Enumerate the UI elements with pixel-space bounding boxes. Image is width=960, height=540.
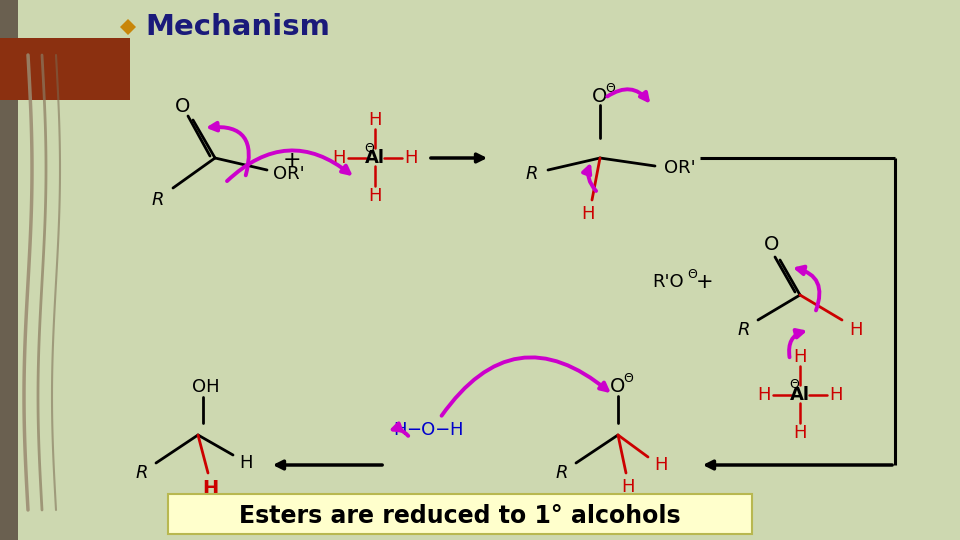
- Text: Mechanism: Mechanism: [145, 13, 330, 41]
- Text: O: O: [611, 377, 626, 396]
- Text: Esters are reduced to 1° alcohols: Esters are reduced to 1° alcohols: [239, 504, 681, 528]
- Text: H: H: [404, 149, 418, 167]
- Text: O: O: [764, 235, 780, 254]
- Text: H: H: [581, 205, 595, 223]
- Text: R: R: [526, 165, 539, 183]
- Text: R: R: [152, 191, 164, 209]
- Text: OH: OH: [192, 378, 220, 396]
- Text: H: H: [793, 424, 806, 442]
- Text: Θ: Θ: [605, 82, 615, 94]
- Text: R'O: R'O: [652, 273, 684, 291]
- Text: H: H: [757, 386, 771, 404]
- FancyBboxPatch shape: [0, 0, 18, 540]
- Text: H: H: [369, 187, 382, 205]
- Text: R: R: [556, 464, 568, 482]
- Text: H: H: [655, 456, 668, 474]
- Text: H: H: [202, 478, 218, 497]
- Text: OR': OR': [274, 165, 305, 183]
- Text: H: H: [449, 421, 463, 439]
- Text: H: H: [793, 348, 806, 366]
- Text: H: H: [239, 454, 252, 472]
- Text: R: R: [135, 464, 148, 482]
- Text: +: +: [696, 272, 714, 292]
- Text: O: O: [176, 97, 191, 116]
- Text: H: H: [829, 386, 843, 404]
- Text: Al: Al: [790, 386, 810, 404]
- Text: Al: Al: [365, 149, 385, 167]
- Text: H: H: [369, 111, 382, 129]
- Text: H: H: [621, 478, 635, 496]
- Text: R: R: [737, 321, 751, 339]
- Text: H: H: [850, 321, 863, 339]
- Text: H: H: [394, 421, 407, 439]
- Text: H: H: [332, 149, 346, 167]
- Text: +: +: [282, 150, 301, 170]
- FancyBboxPatch shape: [168, 494, 752, 534]
- Text: OR': OR': [664, 159, 696, 177]
- Text: −O−: −O−: [406, 421, 450, 439]
- Polygon shape: [120, 19, 136, 35]
- Text: Θ: Θ: [623, 373, 633, 386]
- Text: Θ: Θ: [789, 379, 799, 392]
- FancyBboxPatch shape: [0, 38, 130, 100]
- Text: Θ: Θ: [364, 141, 374, 154]
- Text: Θ: Θ: [687, 267, 697, 280]
- Text: O: O: [592, 86, 608, 105]
